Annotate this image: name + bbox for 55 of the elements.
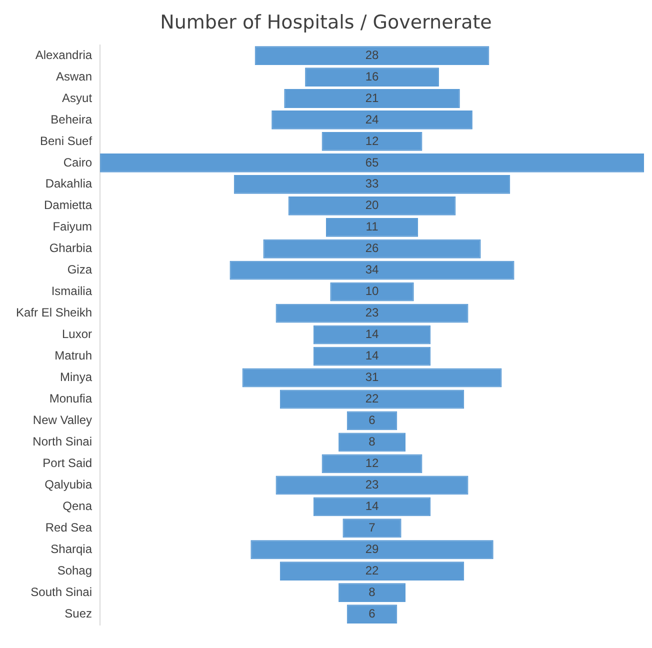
category-label: Minya <box>60 370 92 384</box>
data-label: 8 <box>368 434 376 449</box>
category-label: Qalyubia <box>44 477 92 492</box>
category-label: Sohag <box>57 563 92 578</box>
category-label: Alexandria <box>35 48 92 62</box>
category-label: Aswan <box>56 69 92 84</box>
category-label: Dakahlia <box>45 176 92 191</box>
category-label: Monufia <box>49 392 92 406</box>
data-label: 6 <box>368 413 376 428</box>
category-label: Giza <box>67 262 92 277</box>
data-label: 12 <box>365 134 380 148</box>
data-label: 14 <box>365 348 380 363</box>
category-label: Asyut <box>62 90 93 105</box>
data-label: 23 <box>365 477 380 492</box>
data-label: 29 <box>365 542 380 556</box>
data-label: 6 <box>368 606 376 620</box>
data-label: 16 <box>365 69 380 84</box>
category-label: Red Sea <box>45 520 92 534</box>
data-label: 10 <box>365 284 380 298</box>
category-label: Port Said <box>42 456 92 470</box>
data-label: 8 <box>368 584 376 599</box>
category-label: Matruh <box>54 348 92 363</box>
category-label: Faiyum <box>52 220 92 234</box>
category-label: Sharqia <box>50 542 92 556</box>
data-label: 31 <box>365 370 380 384</box>
data-label: 14 <box>365 498 380 513</box>
category-label: South Sinai <box>30 584 92 599</box>
data-label: 21 <box>365 90 380 105</box>
data-label: 65 <box>365 155 380 170</box>
data-label: 20 <box>365 198 380 212</box>
category-label: New Valley <box>32 413 92 428</box>
data-label: 24 <box>365 112 380 126</box>
data-label: 7 <box>368 520 376 534</box>
data-label: 22 <box>365 392 380 406</box>
category-label: Suez <box>64 606 92 620</box>
data-label: 33 <box>365 176 380 191</box>
data-label: 22 <box>365 563 380 578</box>
category-label: Kafr El Sheikh <box>16 306 92 320</box>
category-label: Beni Suef <box>40 134 93 148</box>
category-label: Gharbia <box>49 241 92 256</box>
data-label: 26 <box>365 241 380 256</box>
data-label: 14 <box>365 327 380 342</box>
data-label: 28 <box>365 48 380 62</box>
data-label: 12 <box>365 456 380 470</box>
category-label: Qena <box>62 498 92 513</box>
category-label: Damietta <box>44 198 92 212</box>
data-label: 23 <box>365 306 380 320</box>
category-label: Cairo <box>63 155 92 170</box>
data-label: 11 <box>366 220 379 234</box>
category-label: Beheira <box>50 112 92 126</box>
category-label: Ismailia <box>51 284 92 298</box>
data-label: 34 <box>365 262 380 277</box>
category-label: North Sinai <box>32 434 92 449</box>
category-label: Luxor <box>62 327 92 342</box>
text: Number of Hospitals / Governerate <box>160 11 492 34</box>
